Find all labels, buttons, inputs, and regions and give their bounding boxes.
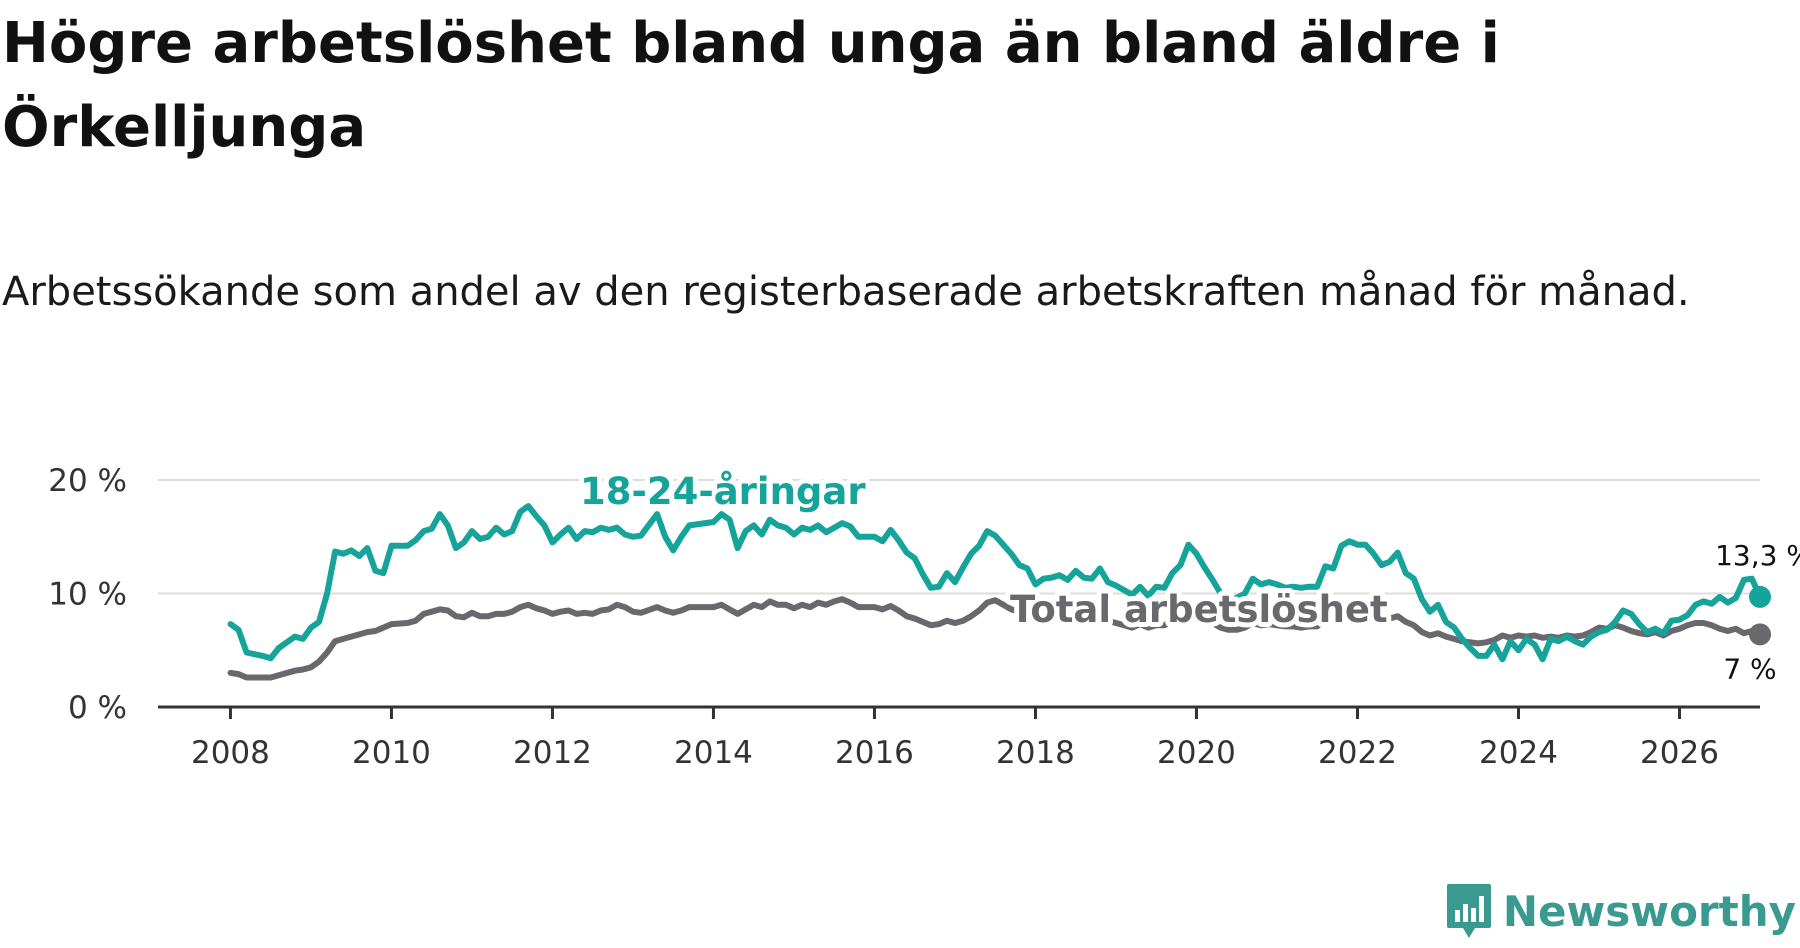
gridlines [158,479,1760,595]
series-label-total: Total arbetslöshet [1010,588,1388,631]
end-label-total: 7 % [1723,652,1776,685]
x-tick-label: 2024 [1479,735,1558,771]
y-tick-label: 20 % [48,463,127,499]
x-tick-label: 2026 [1640,735,1719,771]
x-tick-label: 2018 [996,735,1075,771]
series-lines [227,503,1771,681]
end-point-youth [1749,585,1771,608]
y-tick-label: 10 % [48,577,127,613]
end-point-total [1749,623,1771,646]
x-tick-label: 2020 [1157,735,1236,771]
chart-title: Högre arbetslöshet bland unga än bland ä… [2,11,1500,160]
series-label-youth-halo: 18-24-åringar [580,470,866,513]
brand-name: Newsworthy [1502,886,1796,936]
series-label-total-halo: Total arbetslöshet [1010,588,1388,631]
line-chart: 0 % 10 % 20 % 2008 2010 2012 2014 2016 2018 2020… [48,463,1800,771]
x-tick-label: 2014 [674,735,753,771]
x-tick-label: 2022 [1318,735,1397,771]
brand-logo: Newsworthy [1445,882,1796,940]
series-line-total [227,596,1763,681]
chart-subtitle: Arbetssökande som andel av den registerb… [2,269,1690,315]
x-axis-ticks: 2008 2010 2012 2014 2016 2018 2020 2022 2024 2026 [191,707,1719,771]
x-tick-label: 2010 [352,735,431,771]
x-tick-label: 2008 [191,735,270,771]
end-label-youth: 13,3 % [1715,539,1800,572]
series-line-youth [227,503,1763,663]
newsworthy-logo-icon [1446,884,1491,938]
x-tick-label: 2012 [513,735,592,771]
y-axis-ticks: 0 % 10 % 20 % [48,463,127,726]
x-tick-label: 2016 [835,735,914,771]
y-tick-label: 0 % [68,690,127,726]
series-label-youth: 18-24-åringar [580,470,866,513]
